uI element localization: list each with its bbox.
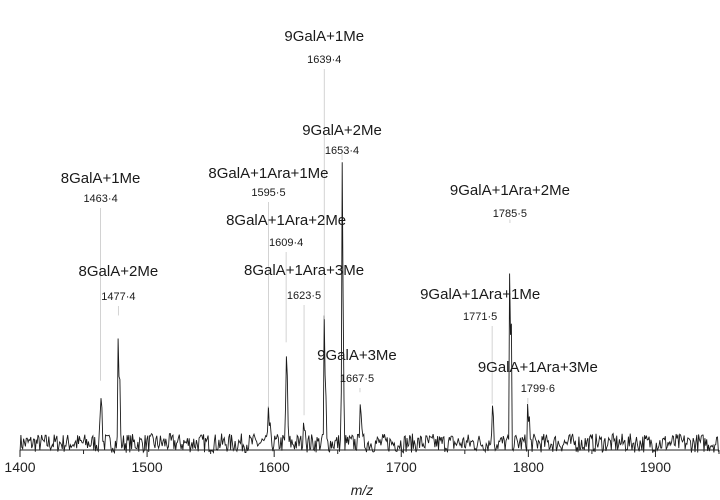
peak-mz-label: 1609·4 — [269, 237, 303, 249]
peak-labels: 8GalA+1Me 1463·4 8GalA+2Me 1477·4 8GalA+1Ara… — [61, 28, 598, 395]
peak-mz-label: 1667·5 — [340, 373, 374, 385]
x-axis: 1400 1500 1600 1700 1800 1900 — [4, 449, 720, 475]
spectrum-layer — [19, 162, 719, 455]
x-tick-label: 1700 — [386, 459, 417, 475]
peak-mz-label: 1623·5 — [287, 290, 321, 302]
peak-name-label: 8GalA+2Me — [79, 263, 159, 280]
peak-mz-label: 1771·5 — [463, 311, 497, 323]
peak-name-label: 8GalA+1Ara+1Me — [208, 165, 328, 182]
peak-name-label: 9GalA+1Ara+2Me — [450, 182, 570, 199]
peak-name-label: 9GalA+1Ara+3Me — [478, 359, 598, 376]
peak-mz-label: 1595·5 — [251, 187, 285, 199]
x-axis-title: m/z — [351, 482, 374, 498]
peak-mz-label: 1799·6 — [521, 383, 555, 395]
peak-name-label: 9GalA+2Me — [302, 122, 382, 139]
peak-name-label: 9GalA+1Me — [284, 28, 364, 45]
x-tick-label: 1900 — [640, 459, 671, 475]
peak-name-label: 9GalA+3Me — [317, 347, 397, 364]
peak-name-label: 8GalA+1Ara+3Me — [244, 262, 364, 279]
peak-mz-label: 1463·4 — [83, 193, 117, 205]
x-tick-label: 1400 — [4, 459, 35, 475]
x-tick-label: 1800 — [513, 459, 544, 475]
peak-mz-label: 1639·4 — [307, 54, 341, 66]
peak-mz-label: 1785·5 — [493, 208, 527, 220]
peak-mz-label: 1477·4 — [101, 291, 135, 303]
peak-name-label: 8GalA+1Me — [61, 170, 141, 187]
x-tick-label: 1500 — [132, 459, 163, 475]
x-tick-label: 1600 — [259, 459, 290, 475]
spectrum-trace — [19, 162, 719, 455]
peak-name-label: 8GalA+1Ara+2Me — [226, 212, 346, 229]
peak-guide-lines — [100, 69, 529, 416]
peak-name-label: 9GalA+1Ara+1Me — [420, 286, 540, 303]
peak-mz-label: 1653·4 — [325, 145, 359, 157]
